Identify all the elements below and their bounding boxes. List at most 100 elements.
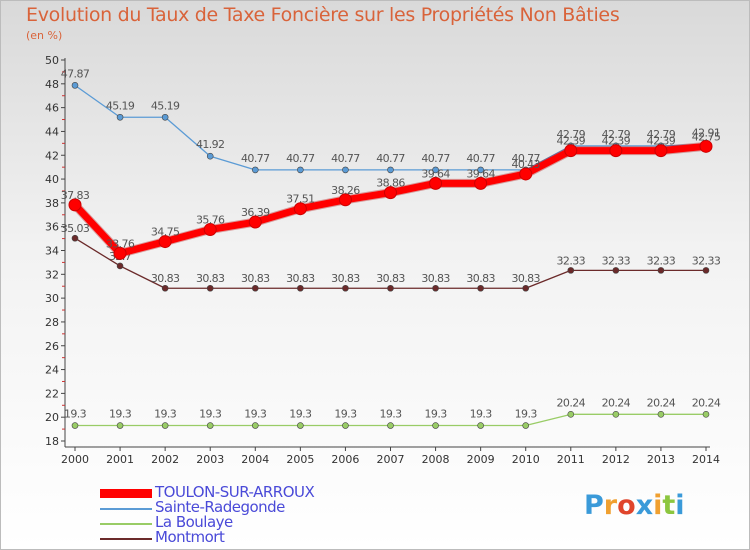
data-label-toulon-sur-arroux: 42.39 (602, 135, 631, 148)
data-label-la-boulaye: 19.3 (109, 408, 132, 421)
data-label-la-boulaye: 19.3 (425, 408, 448, 421)
data-point-toulon-sur-arroux (519, 167, 533, 181)
data-label-la-boulaye: 20.24 (692, 396, 721, 409)
data-point-toulon-sur-arroux (248, 215, 262, 229)
data-label-sainte-radegonde: 40.77 (511, 152, 540, 165)
data-label-sainte-radegonde: 40.77 (466, 152, 495, 165)
data-label-la-boulaye: 19.3 (289, 408, 312, 421)
data-label-montmort: 30.83 (421, 272, 450, 285)
data-point-la-boulaye (251, 422, 259, 429)
data-point-montmort (251, 284, 259, 292)
data-label-montmort: 30.83 (151, 272, 180, 285)
data-label-toulon-sur-arroux: 42.39 (557, 135, 586, 148)
data-label-toulon-sur-arroux: 38.26 (331, 184, 360, 197)
data-label-sainte-radegonde: 40.77 (376, 152, 405, 165)
data-label-sainte-radegonde: 40.77 (241, 152, 270, 165)
proxiti-logo: Proxiti (584, 490, 685, 521)
data-label-montmort: 32.33 (692, 254, 721, 267)
data-point-toulon-sur-arroux (293, 202, 307, 216)
data-label-la-boulaye: 19.3 (334, 408, 357, 421)
y-tick-label: 32 (45, 268, 59, 281)
data-point-toulon-sur-arroux (203, 223, 217, 237)
data-point-la-boulaye (702, 411, 710, 418)
data-point-toulon-sur-arroux (474, 176, 488, 190)
data-point-montmort (206, 284, 214, 292)
data-point-montmort (116, 262, 124, 270)
y-tick-label: 18 (45, 435, 59, 448)
data-point-montmort (432, 284, 439, 292)
data-label-la-boulaye: 19.3 (199, 408, 222, 421)
y-tick-label: 24 (45, 364, 59, 377)
x-tick-label: 2002 (151, 453, 179, 466)
x-tick-label: 2006 (331, 453, 359, 466)
data-point-la-boulaye (71, 422, 79, 429)
y-tick-label: 22 (45, 387, 59, 400)
data-label-toulon-sur-arroux: 38.86 (376, 177, 405, 190)
data-point-la-boulaye (657, 411, 665, 418)
y-tick-label: 20 (45, 411, 59, 424)
x-tick-label: 2009 (467, 453, 495, 466)
data-label-sainte-radegonde: 42.79 (602, 128, 631, 141)
y-tick-label: 34 (45, 245, 59, 258)
logo-letter: t (662, 490, 676, 521)
data-point-toulon-sur-arroux (113, 246, 127, 260)
legend-swatch-toulon (100, 489, 152, 498)
data-label-la-boulaye: 20.24 (557, 396, 586, 409)
data-label-la-boulaye: 19.3 (379, 408, 402, 421)
legend-swatch-sainte-radegonde (100, 508, 152, 510)
data-label-toulon-sur-arroux: 33.76 (106, 237, 135, 250)
data-label-la-boulaye: 19.3 (244, 408, 267, 421)
data-label-sainte-radegonde: 47.87 (61, 67, 90, 80)
data-label-sainte-radegonde: 40.77 (421, 152, 450, 165)
data-point-la-boulaye (432, 422, 439, 429)
data-label-la-boulaye: 19.3 (515, 408, 538, 421)
y-tick-label: 30 (45, 292, 59, 305)
data-label-la-boulaye: 20.24 (602, 396, 631, 409)
data-label-toulon-sur-arroux: 39.64 (421, 167, 450, 180)
data-point-montmort (161, 284, 169, 292)
data-point-sainte-radegonde (342, 166, 349, 174)
data-label-montmort: 30.83 (376, 272, 405, 285)
logo-letter: r (603, 490, 618, 521)
x-tick-label: 2008 (422, 453, 450, 466)
x-tick-label: 2007 (377, 453, 405, 466)
logo-letter: x (635, 490, 654, 521)
data-point-sainte-radegonde (297, 166, 304, 174)
x-tick-label: 2013 (647, 453, 675, 466)
data-point-toulon-sur-arroux (699, 139, 713, 153)
data-point-toulon-sur-arroux (429, 176, 443, 190)
data-point-toulon-sur-arroux (564, 144, 578, 158)
y-tick-label: 28 (45, 316, 59, 329)
x-tick-label: 2001 (106, 453, 134, 466)
data-label-montmort: 30.83 (466, 272, 495, 285)
data-point-sainte-radegonde (387, 166, 394, 174)
data-point-la-boulaye (522, 422, 530, 429)
data-point-sainte-radegonde (71, 82, 79, 89)
y-tick-label: 26 (45, 340, 59, 353)
data-label-toulon-sur-arroux: 35.76 (196, 214, 225, 227)
data-label-toulon-sur-arroux: 37.83 (61, 189, 90, 202)
data-point-montmort (342, 284, 349, 292)
logo-letter: P (584, 490, 604, 521)
x-tick-label: 2014 (692, 453, 720, 466)
logo-letter: i (653, 490, 663, 521)
data-point-montmort (477, 284, 484, 292)
data-label-la-boulaye: 19.3 (64, 408, 87, 421)
legend-label-toulon: TOULON-SUR-ARROUX (155, 483, 315, 501)
data-point-toulon-sur-arroux (158, 235, 172, 249)
data-label-sainte-radegonde: 45.19 (106, 99, 135, 112)
data-label-la-boulaye: 19.3 (470, 408, 493, 421)
x-tick-label: 2004 (241, 453, 269, 466)
data-label-sainte-radegonde: 41.92 (196, 138, 225, 151)
data-label-toulon-sur-arroux: 34.75 (151, 226, 180, 239)
data-point-montmort (702, 267, 710, 274)
data-label-montmort: 32.33 (647, 254, 676, 267)
data-point-toulon-sur-arroux (68, 198, 82, 212)
legend-swatch-montmort (100, 538, 152, 540)
data-label-la-boulaye: 19.3 (154, 408, 177, 421)
y-tick-label: 48 (45, 78, 59, 91)
y-tick-label: 40 (45, 173, 59, 186)
data-point-la-boulaye (161, 422, 169, 429)
x-tick-label: 2003 (196, 453, 224, 466)
